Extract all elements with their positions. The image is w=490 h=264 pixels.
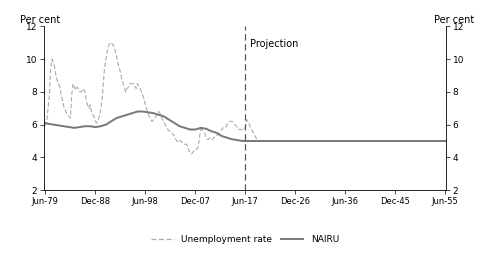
Legend: Unemployment rate, NAIRU: Unemployment rate, NAIRU [147,232,343,248]
Text: Per cent: Per cent [434,15,474,25]
Text: Projection: Projection [250,40,299,49]
Text: Per cent: Per cent [20,15,60,25]
